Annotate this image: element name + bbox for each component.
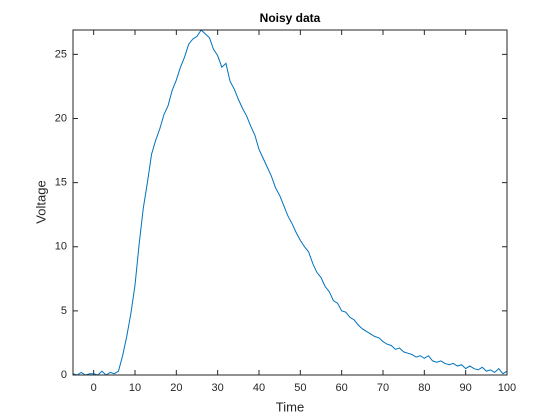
y-tick-label: 20	[55, 112, 67, 124]
y-tick-label: 25	[55, 48, 67, 60]
data-line	[72, 29, 508, 376]
x-tick-label: 40	[253, 382, 265, 394]
y-tick-label: 5	[61, 305, 67, 317]
x-tick-label: 20	[170, 382, 182, 394]
x-tick-label: 90	[460, 382, 472, 394]
x-tick-label: 30	[212, 382, 224, 394]
x-tick-label: 100	[498, 382, 516, 394]
plot-area	[73, 30, 507, 375]
x-tick-label: 80	[418, 382, 430, 394]
x-axis-label: Time	[276, 399, 304, 414]
x-tick-label: 0	[91, 382, 97, 394]
y-tick-label: 10	[55, 241, 67, 253]
y-axis-label: Voltage	[33, 180, 48, 223]
y-tick-label: 0	[61, 369, 67, 381]
x-tick-label: 60	[336, 382, 348, 394]
chart-title: Noisy data	[260, 11, 321, 25]
x-tick-label: 50	[294, 382, 306, 394]
axes-box	[72, 29, 508, 376]
x-tick-label: 70	[377, 382, 389, 394]
x-tick-label: 10	[129, 382, 141, 394]
y-tick-label: 15	[55, 177, 67, 189]
